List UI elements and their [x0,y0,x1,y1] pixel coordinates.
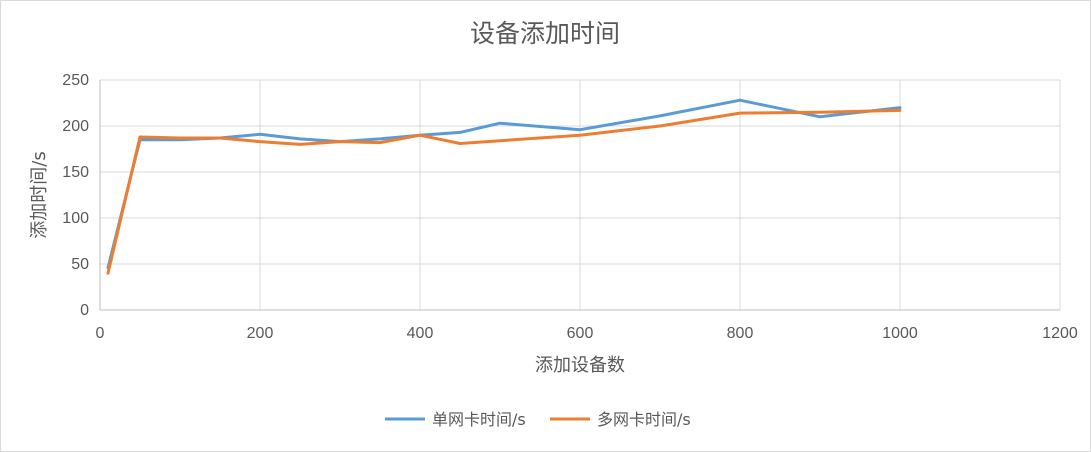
x-tick-label: 600 [567,325,594,342]
gridlines [100,79,1061,310]
y-tick-label: 250 [62,72,89,89]
legend: 单网卡时间/s 多网卡时间/s [385,410,691,429]
x-tick-label: 0 [96,325,105,342]
y-tick-label: 0 [80,302,89,319]
y-tick-label: 100 [62,210,89,227]
y-tick-label: 50 [71,256,89,273]
x-tick-label: 800 [727,325,754,342]
legend-item-2: 多网卡时间/s [550,410,691,429]
x-tick-label: 1000 [882,325,918,342]
x-axis-title: 添加设备数 [535,355,625,376]
series-line-2 [106,108,902,275]
legend-label: 多网卡时间/s [597,410,691,429]
chart-title: 设备添加时间 [470,19,620,48]
x-tick-label: 400 [407,325,434,342]
axes [99,80,1060,311]
legend-label: 单网卡时间/s [432,410,526,429]
series-lines [106,98,902,275]
legend-item-1: 单网卡时间/s [385,410,526,429]
y-tick-label: 200 [62,118,89,135]
y-tick-label: 150 [62,164,89,181]
y-tick-labels: 0 50 100 150 200 250 [62,72,89,319]
series-line-1 [106,98,902,270]
x-tick-label: 200 [247,325,274,342]
y-axis-title: 添加时间/s [29,151,50,238]
x-tick-label: 1200 [1042,325,1078,342]
x-tick-labels: 0 200 400 600 800 1000 1200 [96,325,1078,342]
